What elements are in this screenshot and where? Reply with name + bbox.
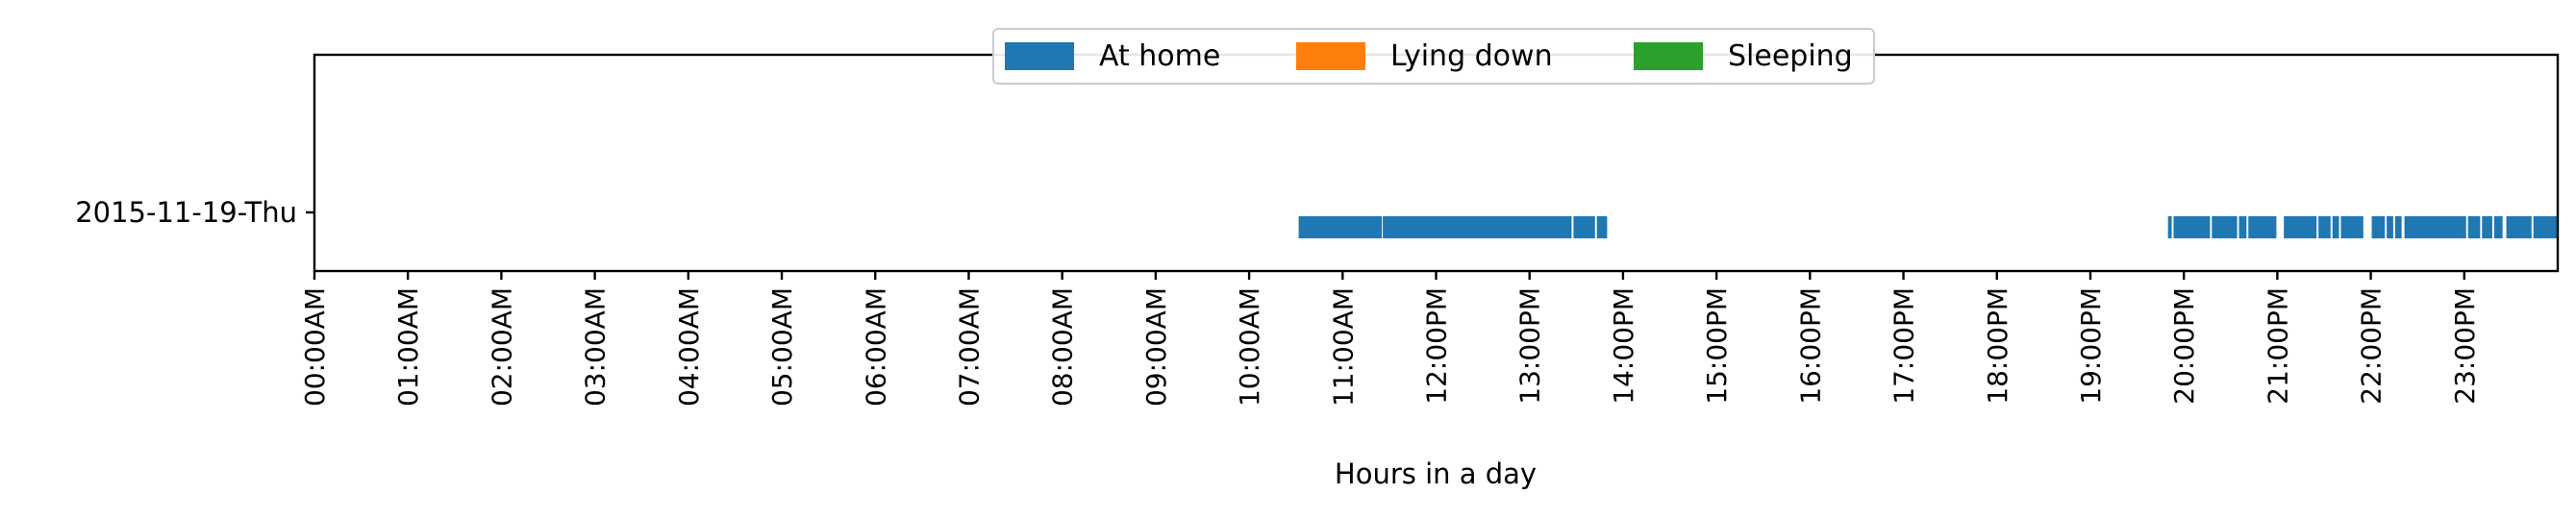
x-tick-label-7: 07:00AM	[953, 287, 985, 407]
bar-at-home-19	[2493, 216, 2503, 238]
bar-at-home-17	[2467, 216, 2481, 238]
legend-swatch-at-home	[1005, 42, 1074, 70]
x-tick-label-14: 14:00PM	[1608, 287, 1639, 405]
bar-at-home-2	[1573, 216, 1595, 238]
bar-at-home-0	[1298, 216, 1383, 238]
x-tick-label-17: 17:00PM	[1888, 287, 1920, 405]
x-tick-label-6: 06:00AM	[860, 287, 891, 407]
bar-at-home-14	[2387, 216, 2393, 238]
x-axis: 00:00AM 01:00AM 02:00AM 03:00AM 04:00AM 05:00…	[299, 271, 2481, 407]
bar-at-home-10	[2318, 216, 2331, 238]
x-tick-label-9: 09:00AM	[1140, 287, 1172, 407]
bar-at-home-9	[2284, 216, 2317, 238]
legend-swatch-lying-down	[1296, 42, 1365, 70]
x-tick-label-18: 18:00PM	[1982, 287, 2013, 405]
bar-at-home-15	[2394, 216, 2402, 238]
x-axis-label: Hours in a day	[1335, 457, 1537, 490]
bar-at-home-20	[2506, 216, 2532, 238]
x-tick-label-3: 03:00AM	[580, 287, 612, 407]
legend-label-sleeping: Sleeping	[1728, 39, 1853, 73]
x-tick-label-22: 22:00PM	[2356, 287, 2388, 405]
x-tick-label-20: 20:00PM	[2168, 287, 2200, 405]
bar-at-home-13	[2371, 216, 2386, 238]
legend-swatch-sleeping	[1634, 42, 1703, 70]
x-tick-label-21: 21:00PM	[2262, 287, 2293, 405]
bar-at-home-3	[1596, 216, 1608, 238]
bar-at-home-1	[1383, 216, 1572, 238]
x-tick-label-4: 04:00AM	[673, 287, 705, 407]
bar-at-home-6	[2212, 216, 2238, 238]
bar-at-home-5	[2173, 216, 2211, 238]
legend-label-at-home: At home	[1099, 39, 1220, 73]
x-tick-label-10: 10:00AM	[1234, 287, 1265, 407]
x-tick-label-1: 01:00AM	[392, 287, 424, 407]
x-tick-label-16: 16:00PM	[1794, 287, 1826, 405]
legend-label-lying-down: Lying down	[1390, 39, 1553, 73]
x-tick-label-0: 00:00AM	[299, 287, 331, 407]
bar-at-home-21	[2533, 216, 2558, 238]
x-tick-label-2: 02:00AM	[486, 287, 517, 407]
x-tick-label-8: 08:00AM	[1047, 287, 1079, 407]
x-tick-label-19: 19:00PM	[2075, 287, 2107, 405]
bar-at-home-8	[2248, 216, 2277, 238]
bar-at-home-12	[2340, 216, 2363, 238]
bar-at-home-7	[2238, 216, 2247, 238]
bars-layer	[1298, 216, 2558, 238]
x-tick-label-23: 23:00PM	[2449, 287, 2481, 405]
x-tick-label-5: 05:00AM	[766, 287, 798, 407]
y-tick-label-0: 2015-11-19-Thu	[75, 196, 297, 229]
bar-at-home-11	[2332, 216, 2339, 238]
bar-at-home-4	[2167, 216, 2172, 238]
x-tick-label-15: 15:00PM	[1701, 287, 1733, 405]
y-axis: 2015-11-19-Thu	[75, 196, 314, 229]
x-tick-label-11: 11:00AM	[1327, 287, 1359, 407]
x-tick-label-13: 13:00PM	[1514, 287, 1546, 405]
legend: At home Lying down Sleeping	[992, 28, 1875, 85]
legend-items: At home Lying down Sleeping	[1005, 39, 1853, 73]
bar-at-home-18	[2482, 216, 2492, 238]
x-tick-label-12: 12:00PM	[1421, 287, 1453, 405]
bar-at-home-16	[2404, 216, 2466, 238]
